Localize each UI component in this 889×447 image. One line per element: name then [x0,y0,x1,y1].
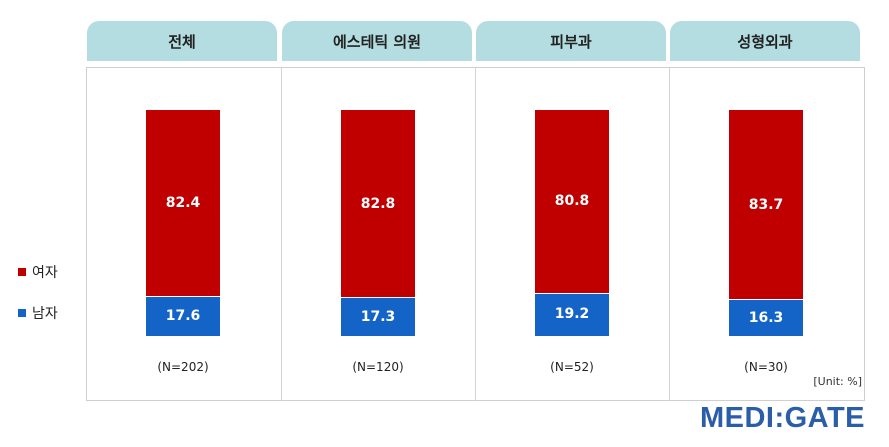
data-label-female: 83.7 [748,196,784,213]
sample-size-label: (N=52) [550,360,594,374]
bar-segment-female [341,110,415,298]
category-tab: 피부과 [476,21,666,61]
legend-swatch-male [18,309,26,317]
sample-size-label: (N=202) [157,360,209,374]
sample-size-label: (N=30) [744,360,788,374]
bar-segment-male [535,292,609,336]
data-label-female: 82.8 [360,195,396,212]
sample-size-label: (N=120) [352,360,404,374]
legend-swatch-female [18,268,26,276]
data-label-male: 17.6 [165,308,201,325]
category-tab: 에스테틱 의원 [282,21,472,61]
bar-segment-male [729,299,803,336]
category-tab: 성형외과 [670,21,860,61]
data-label-male: 17.3 [360,308,396,325]
bar-segment-male [146,296,220,336]
bar-segment-female [146,110,220,297]
data-label-female: 80.8 [554,193,590,210]
legend-item-male: 남자 [18,303,58,323]
data-label-male: 16.3 [748,309,784,326]
bar-segment-female [729,110,803,300]
panel-divider [475,67,476,401]
legend-label-female: 여자 [32,265,58,281]
legend-label-male: 남자 [32,306,58,322]
medigate-logo: MEDI:GATE [699,402,865,434]
bar-segment-male [341,297,415,337]
panel-divider [669,67,670,401]
panel-divider [281,67,282,401]
category-tab: 전체 [87,21,277,61]
data-label-female: 82.4 [165,195,201,212]
unit-label: [Unit: %] [813,375,862,388]
legend-item-female: 여자 [18,262,58,282]
bar-segment-female [535,110,609,293]
data-label-male: 19.2 [554,306,590,323]
